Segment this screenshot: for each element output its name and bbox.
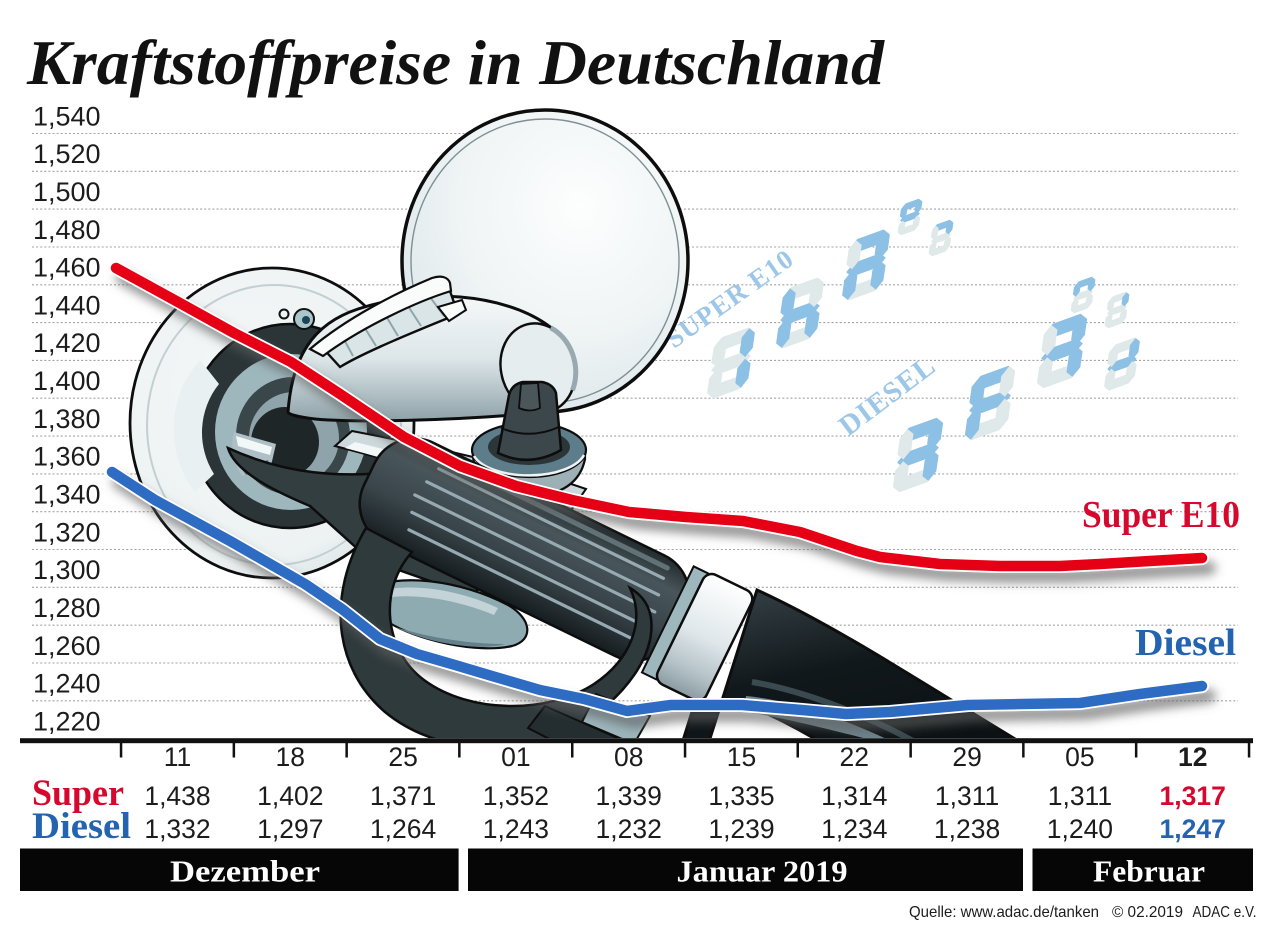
svg-text:1,264: 1,264 bbox=[370, 814, 436, 844]
svg-text:1,500: 1,500 bbox=[33, 177, 101, 207]
svg-text:1,300: 1,300 bbox=[33, 555, 101, 585]
svg-text:1,280: 1,280 bbox=[33, 593, 101, 623]
svg-text:1,360: 1,360 bbox=[33, 442, 101, 472]
svg-text:ADAC e.V.: ADAC e.V. bbox=[1193, 904, 1257, 921]
svg-text:1,317: 1,317 bbox=[1160, 781, 1226, 811]
svg-text:1,240: 1,240 bbox=[33, 669, 101, 699]
svg-text:05: 05 bbox=[1065, 742, 1094, 772]
svg-text:1,335: 1,335 bbox=[708, 781, 774, 811]
svg-text:1,238: 1,238 bbox=[934, 814, 1000, 844]
svg-text:Dezember: Dezember bbox=[170, 854, 320, 889]
svg-text:© 02.2019: © 02.2019 bbox=[1112, 904, 1183, 921]
svg-text:12: 12 bbox=[1178, 742, 1207, 772]
svg-text:08: 08 bbox=[614, 742, 643, 772]
svg-text:1,232: 1,232 bbox=[596, 814, 662, 844]
svg-text:1,332: 1,332 bbox=[144, 814, 210, 844]
svg-text:1,480: 1,480 bbox=[33, 215, 101, 245]
svg-text:1,402: 1,402 bbox=[257, 781, 323, 811]
svg-text:1,371: 1,371 bbox=[370, 781, 436, 811]
svg-text:1,260: 1,260 bbox=[33, 631, 101, 661]
svg-text:Diesel: Diesel bbox=[1135, 622, 1236, 664]
svg-text:1,460: 1,460 bbox=[33, 253, 101, 283]
svg-text:1,540: 1,540 bbox=[33, 101, 101, 131]
svg-text:1,380: 1,380 bbox=[33, 404, 101, 434]
svg-text:1,320: 1,320 bbox=[33, 517, 101, 547]
svg-text:1,297: 1,297 bbox=[257, 814, 323, 844]
svg-text:1,239: 1,239 bbox=[708, 814, 774, 844]
svg-text:1,311: 1,311 bbox=[1048, 781, 1112, 811]
svg-text:Super E10: Super E10 bbox=[1082, 494, 1240, 536]
svg-text:25: 25 bbox=[388, 742, 417, 772]
svg-text:15: 15 bbox=[727, 742, 756, 772]
svg-text:1,339: 1,339 bbox=[596, 781, 662, 811]
svg-text:Januar 2019: Januar 2019 bbox=[677, 854, 848, 889]
svg-text:1,438: 1,438 bbox=[144, 781, 210, 811]
svg-text:22: 22 bbox=[840, 742, 869, 772]
svg-text:1,311: 1,311 bbox=[935, 781, 999, 811]
svg-text:Kraftstoffpreise in Deutschlan: Kraftstoffpreise in Deutschland bbox=[26, 27, 885, 98]
svg-text:29: 29 bbox=[952, 742, 981, 772]
svg-text:01: 01 bbox=[501, 742, 530, 772]
svg-text:1,240: 1,240 bbox=[1047, 814, 1113, 844]
svg-text:11: 11 bbox=[164, 742, 192, 772]
svg-text:18: 18 bbox=[276, 742, 305, 772]
svg-text:1,340: 1,340 bbox=[33, 480, 101, 510]
svg-text:1,440: 1,440 bbox=[33, 290, 101, 320]
svg-text:1,243: 1,243 bbox=[483, 814, 549, 844]
svg-text:1,420: 1,420 bbox=[33, 328, 101, 358]
svg-text:1,234: 1,234 bbox=[821, 814, 887, 844]
svg-text:1,400: 1,400 bbox=[33, 366, 101, 396]
svg-text:1,352: 1,352 bbox=[483, 781, 549, 811]
svg-text:1,247: 1,247 bbox=[1160, 814, 1226, 844]
svg-text:Februar: Februar bbox=[1093, 854, 1205, 889]
svg-text:1,220: 1,220 bbox=[33, 706, 101, 736]
svg-text:Diesel: Diesel bbox=[32, 806, 131, 847]
svg-text:1,314: 1,314 bbox=[821, 781, 887, 811]
svg-text:Super: Super bbox=[32, 773, 124, 814]
svg-text:Quelle: www.adac.de/tanken: Quelle: www.adac.de/tanken bbox=[909, 904, 1099, 921]
svg-text:1,520: 1,520 bbox=[33, 139, 101, 169]
